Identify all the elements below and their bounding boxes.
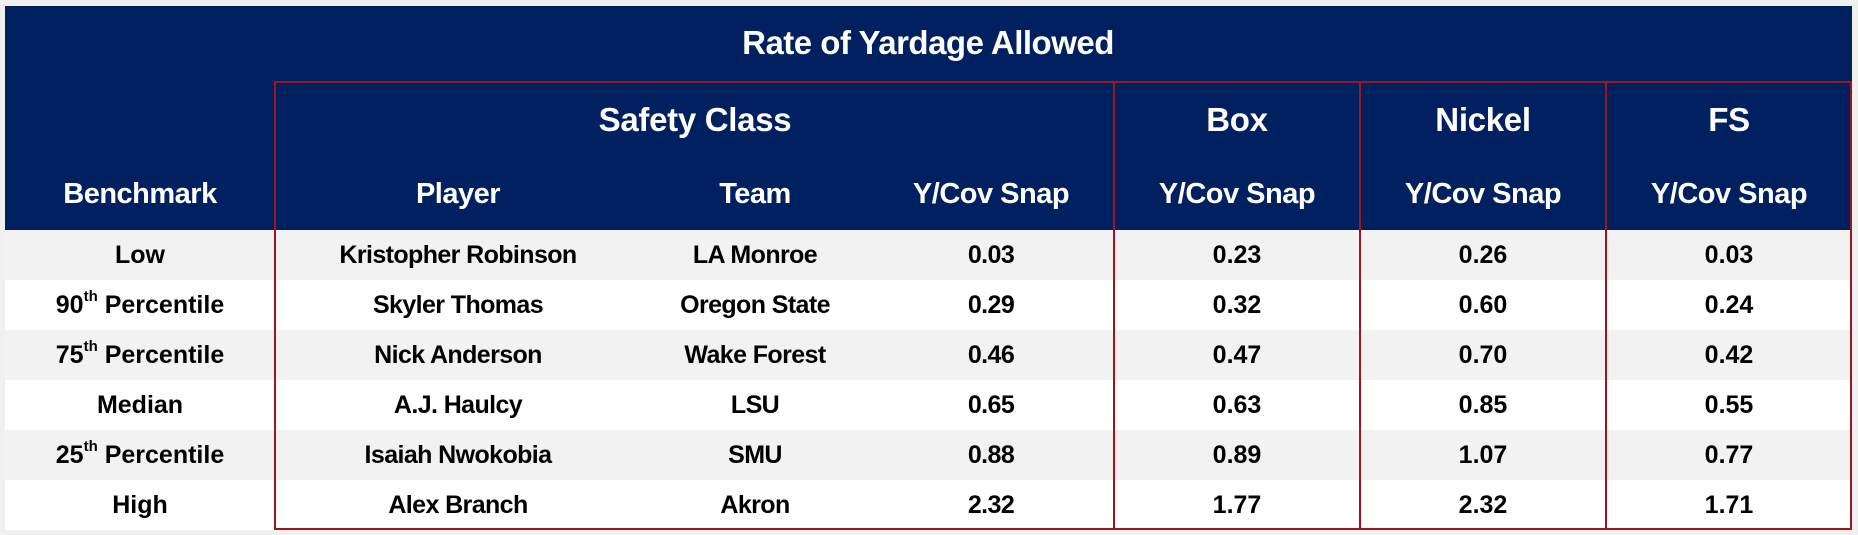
table-row: Low Kristopher Robinson LA Monroe 0.03 0.23 0… bbox=[5, 230, 1852, 280]
divider-nickel bbox=[1359, 81, 1361, 530]
benchmark-label: Median bbox=[96, 391, 184, 419]
table-title: Rate of Yardage Allowed bbox=[742, 24, 1114, 61]
cell-nickel: 2.32 bbox=[1458, 491, 1508, 519]
cell-player: Skyler Thomas bbox=[372, 291, 544, 319]
table-header bbox=[5, 6, 1852, 230]
cell-fs: 0.77 bbox=[1704, 441, 1754, 469]
cell-team: LSU bbox=[730, 391, 780, 419]
benchmark-ordinal-suffix: th bbox=[83, 437, 98, 455]
col-header-nickel-ycov: Y/Cov Snap bbox=[1404, 178, 1562, 210]
group-fs: FS bbox=[1708, 101, 1750, 138]
cell-box: 1.77 bbox=[1212, 491, 1262, 519]
cell-player: Isaiah Nwokobia bbox=[364, 441, 552, 469]
group-box: Box bbox=[1206, 101, 1268, 138]
divider-box bbox=[1113, 81, 1115, 530]
cell-box: 0.47 bbox=[1212, 341, 1262, 369]
cell-nickel: 1.07 bbox=[1458, 441, 1508, 469]
benchmark-label: Percentile bbox=[97, 291, 225, 319]
cell-safety: 0.88 bbox=[967, 441, 1015, 469]
cell-fs: 0.55 bbox=[1704, 391, 1754, 419]
benchmark-number: 90 bbox=[55, 291, 84, 319]
table-row: Median A.J. Haulcy LSU 0.65 0.63 0.85 0.55 bbox=[5, 380, 1852, 430]
cell-fs: 0.42 bbox=[1704, 341, 1754, 369]
divider-fs bbox=[1605, 81, 1607, 530]
table-row: 90th Percentile Skyler Thomas Oregon State… bbox=[5, 280, 1852, 330]
cell-player: A.J. Haulcy bbox=[393, 391, 523, 419]
cell-team: SMU bbox=[728, 441, 782, 469]
col-header-team: Team bbox=[719, 178, 791, 210]
benchmark-number: 75 bbox=[55, 341, 84, 369]
cell-benchmark: High bbox=[112, 480, 168, 530]
border-right bbox=[1850, 81, 1852, 530]
benchmark-number: 25 bbox=[55, 441, 84, 469]
col-header-safety-ycov: Y/Cov Snap bbox=[912, 178, 1070, 210]
table-row: 25th Percentile Isaiah Nwokobia SMU 0.88 0.8… bbox=[5, 430, 1852, 480]
cell-box: 0.63 bbox=[1212, 391, 1262, 419]
col-header-fs-ycov: Y/Cov Snap bbox=[1650, 178, 1808, 210]
cell-fs: 0.03 bbox=[1704, 241, 1754, 269]
border-top bbox=[274, 81, 1852, 83]
col-header-benchmark: Benchmark bbox=[63, 178, 217, 210]
group-nickel: Nickel bbox=[1435, 101, 1531, 138]
cell-team: Wake Forest bbox=[684, 341, 826, 369]
benchmark-label: Low bbox=[115, 241, 165, 269]
cell-benchmark: 90th Percentile bbox=[56, 280, 224, 330]
cell-benchmark: Low bbox=[115, 230, 165, 280]
table-row: 75th Percentile Nick Anderson Wake Forest 0… bbox=[5, 330, 1852, 380]
benchmark-label: High bbox=[112, 491, 168, 519]
border-bottom bbox=[274, 528, 1852, 530]
cell-fs: 1.71 bbox=[1704, 491, 1754, 519]
benchmark-ordinal-suffix: th bbox=[83, 337, 98, 355]
yardage-table: Rate of Yardage Allowed Safety Class Box… bbox=[5, 6, 1852, 530]
border-left bbox=[274, 81, 276, 530]
col-header-player: Player bbox=[415, 178, 501, 210]
cell-nickel: 0.60 bbox=[1458, 291, 1508, 319]
cell-safety: 0.29 bbox=[967, 291, 1015, 319]
group-safety-class: Safety Class bbox=[598, 101, 792, 138]
cell-player: Kristopher Robinson bbox=[339, 241, 577, 269]
cell-nickel: 0.70 bbox=[1458, 341, 1508, 369]
cell-nickel: 0.85 bbox=[1458, 391, 1508, 419]
cell-box: 0.89 bbox=[1212, 441, 1262, 469]
col-header-box-ycov: Y/Cov Snap bbox=[1158, 178, 1316, 210]
cell-box: 0.32 bbox=[1212, 291, 1262, 319]
cell-benchmark: 25th Percentile bbox=[56, 430, 224, 480]
table-row: High Alex Branch Akron 2.32 1.77 2.32 1.71 bbox=[5, 480, 1852, 530]
cell-safety: 0.03 bbox=[967, 241, 1015, 269]
cell-team: Oregon State bbox=[680, 291, 830, 319]
cell-benchmark: Median bbox=[97, 380, 183, 430]
cell-team: Akron bbox=[720, 491, 790, 519]
cell-fs: 0.24 bbox=[1704, 291, 1754, 319]
cell-box: 0.23 bbox=[1212, 241, 1262, 269]
cell-team: LA Monroe bbox=[692, 241, 818, 269]
benchmark-label: Percentile bbox=[97, 441, 225, 469]
cell-safety: 0.46 bbox=[967, 341, 1015, 369]
cell-safety: 2.32 bbox=[967, 491, 1015, 519]
cell-nickel: 0.26 bbox=[1458, 241, 1508, 269]
cell-player: Nick Anderson bbox=[374, 341, 542, 369]
cell-player: Alex Branch bbox=[388, 491, 528, 519]
cell-benchmark: 75th Percentile bbox=[56, 330, 224, 380]
cell-safety: 0.65 bbox=[967, 391, 1015, 419]
benchmark-label: Percentile bbox=[97, 341, 225, 369]
benchmark-ordinal-suffix: th bbox=[83, 287, 98, 305]
